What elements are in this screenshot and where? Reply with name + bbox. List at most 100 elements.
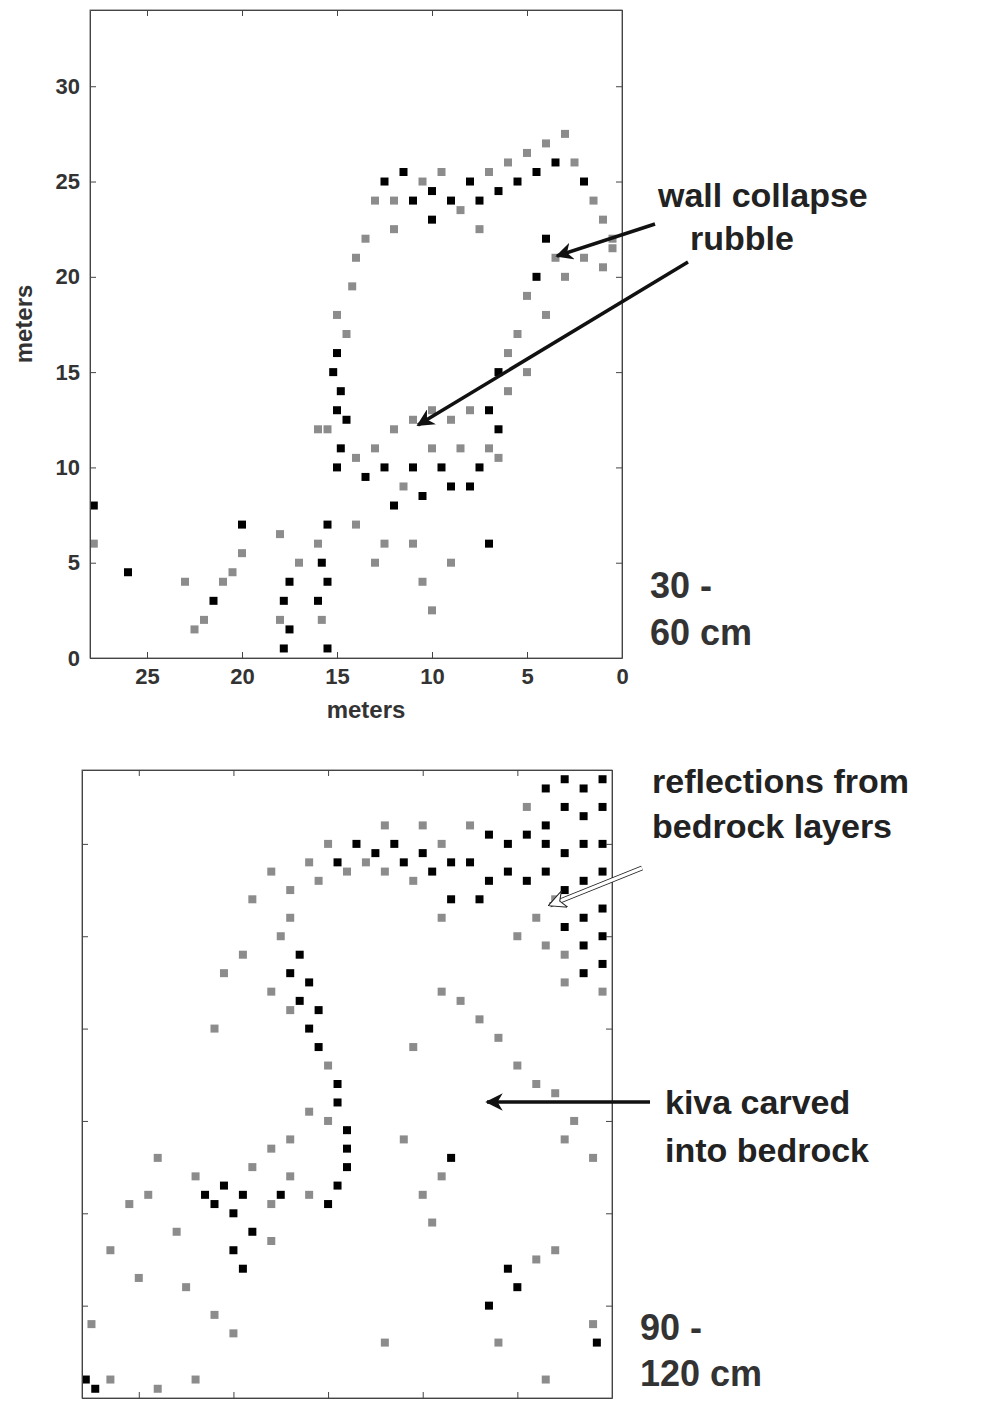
axis-line <box>612 771 613 1399</box>
tick-mark <box>82 844 88 845</box>
amplitude-point <box>428 868 436 876</box>
amplitude-point <box>476 895 484 903</box>
amplitude-point <box>551 1089 559 1097</box>
amplitude-point <box>276 616 284 624</box>
amplitude-point <box>466 482 474 490</box>
amplitude-point <box>390 502 398 510</box>
tick-mark <box>432 10 433 16</box>
amplitude-point <box>267 868 275 876</box>
amplitude-point <box>173 1228 181 1236</box>
amplitude-point <box>447 1154 455 1162</box>
amplitude-point <box>296 997 304 1005</box>
tick <box>616 86 622 87</box>
tick-mark <box>139 770 140 776</box>
amplitude-point <box>523 368 531 376</box>
amplitude-point <box>599 988 607 996</box>
amplitude-point <box>337 444 345 452</box>
amplitude-point <box>201 1191 209 1199</box>
tick <box>242 10 243 16</box>
amplitude-point <box>504 158 512 166</box>
tick-label: 5 <box>521 664 533 689</box>
tick-mark <box>616 277 622 278</box>
amplitude-point <box>494 1339 502 1347</box>
tick-mark <box>432 652 433 658</box>
y-axis: 051015202530 <box>56 11 96 671</box>
amplitude-point <box>154 1385 162 1393</box>
amplitude-point <box>286 886 294 894</box>
amplitude-point <box>514 330 522 338</box>
amplitude-point <box>352 521 360 529</box>
tick-label: 0 <box>68 646 80 671</box>
tick-mark <box>616 86 622 87</box>
amplitude-point <box>352 840 360 848</box>
amplitude-point <box>82 1376 90 1384</box>
amplitude-point <box>447 559 455 567</box>
amplitude-point <box>276 530 284 538</box>
tick <box>423 1392 424 1398</box>
amplitude-point <box>476 197 484 205</box>
amplitude-point <box>580 941 588 949</box>
amplitude-point <box>343 1126 351 1134</box>
amplitude-point <box>419 849 427 857</box>
amplitude-point <box>181 578 189 586</box>
amplitude-point <box>599 803 607 811</box>
tick <box>616 467 622 468</box>
depth-label: 30 - <box>650 565 712 606</box>
tick-mark <box>82 1213 88 1214</box>
tick-mark <box>82 1121 88 1122</box>
amplitude-point <box>210 597 218 605</box>
amplitude-point <box>219 578 227 586</box>
tick-mark <box>90 658 96 659</box>
amplitude-point <box>571 158 579 166</box>
amplitude-point <box>381 463 389 471</box>
amplitude-point <box>523 831 531 839</box>
amplitude-point <box>561 273 569 281</box>
amplitude-point <box>267 1237 275 1245</box>
amplitude-point <box>239 1265 247 1273</box>
amplitude-point <box>334 1080 342 1088</box>
amplitude-point <box>229 1246 237 1254</box>
amplitude-point <box>580 254 588 262</box>
axis-line <box>83 770 613 771</box>
tick-mark <box>233 1392 234 1398</box>
amplitude-point <box>371 197 379 205</box>
tick-mark <box>82 1306 88 1307</box>
amplitude-point <box>590 197 598 205</box>
amplitude-point <box>318 559 326 567</box>
tick-mark <box>242 652 243 658</box>
amplitude-point <box>191 625 199 633</box>
amplitude-point <box>561 130 569 138</box>
amplitude-points <box>90 130 617 653</box>
amplitude-point <box>390 225 398 233</box>
axis-line <box>82 771 83 1399</box>
amplitude-point <box>513 1283 521 1291</box>
amplitude-point <box>542 821 550 829</box>
tick <box>606 844 612 845</box>
tick-mark <box>423 1392 424 1398</box>
panel: 90 -120 cmreflections frombedrock layers… <box>82 762 909 1399</box>
amplitude-point <box>476 463 484 471</box>
amplitude-point <box>599 775 607 783</box>
amplitude-point <box>305 858 313 866</box>
amplitude-point <box>90 502 98 510</box>
amplitude-point <box>211 1200 219 1208</box>
amplitude-point <box>542 235 550 243</box>
tick-mark <box>616 563 622 564</box>
amplitude-point <box>371 444 379 452</box>
amplitude-point <box>561 978 569 986</box>
amplitude-point <box>457 997 465 1005</box>
amplitude-point <box>419 178 427 186</box>
amplitude-point <box>561 849 569 857</box>
tick <box>517 1392 518 1398</box>
amplitude-point <box>561 775 569 783</box>
amplitude-point <box>371 559 379 567</box>
tick-mark <box>242 10 243 16</box>
axis-line <box>90 11 91 659</box>
amplitude-point <box>428 187 436 195</box>
tick <box>606 1213 612 1214</box>
tick-mark <box>616 467 622 468</box>
amplitude-point <box>315 1006 323 1014</box>
amplitude-point <box>400 482 408 490</box>
tick-label: 25 <box>56 169 80 194</box>
axis-line <box>91 10 623 11</box>
